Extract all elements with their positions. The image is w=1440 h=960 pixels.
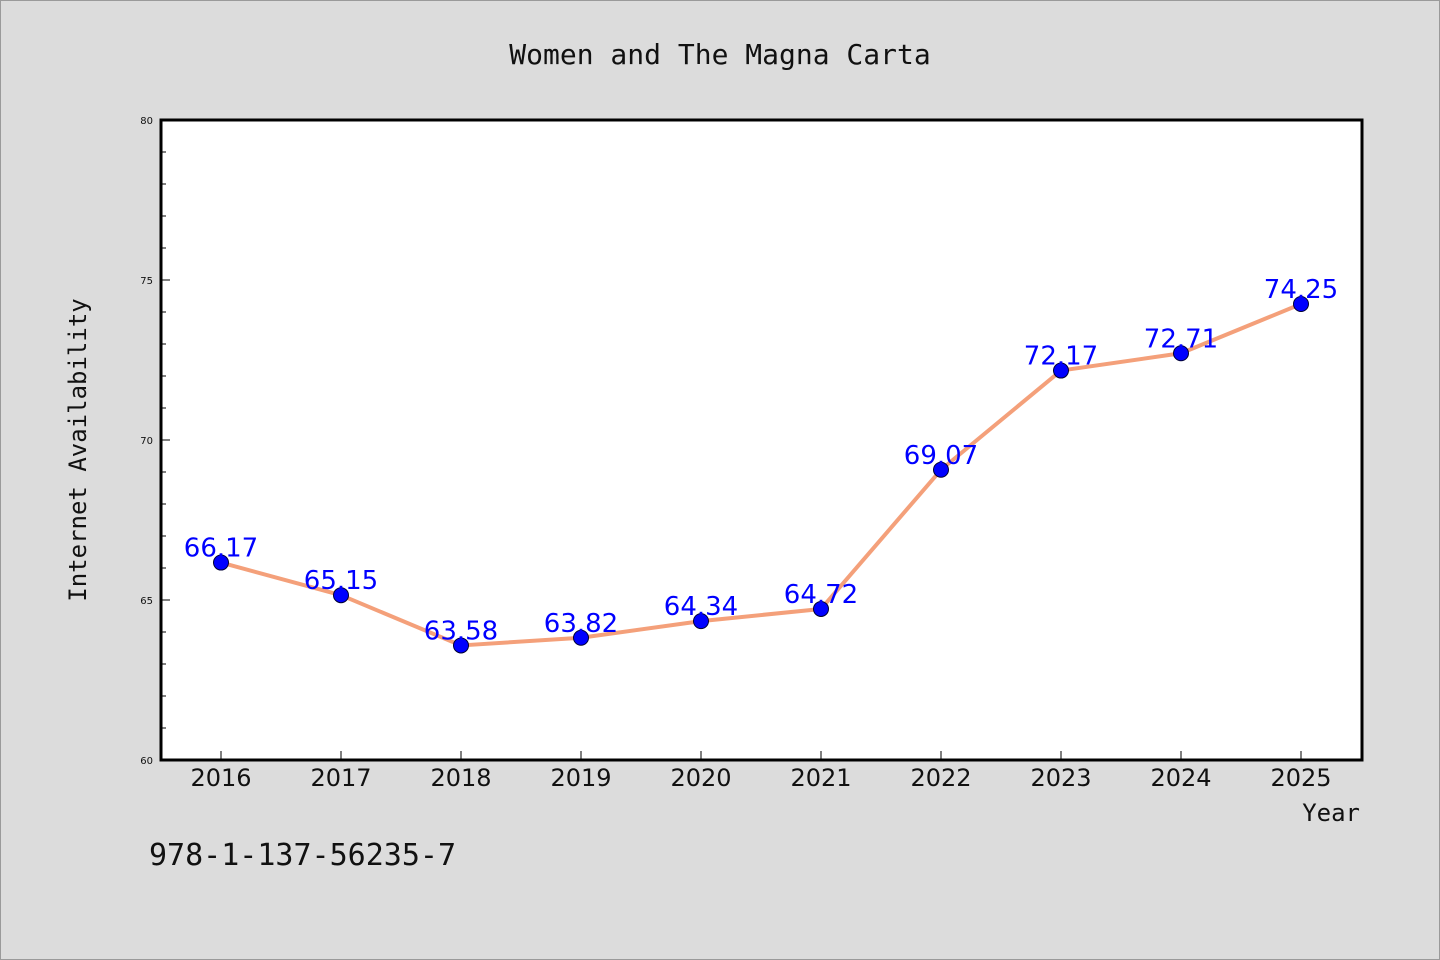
data-point <box>453 637 469 654</box>
data-point <box>1293 296 1309 312</box>
data-label: 63.82 <box>544 609 618 639</box>
data-label: 64.34 <box>664 592 738 622</box>
x-tick-label: 2018 <box>430 764 491 792</box>
data-label: 72.71 <box>1144 324 1218 354</box>
x-tick-label: 2020 <box>670 764 731 792</box>
data-point <box>1053 362 1069 379</box>
isbn-annotation: 978-1-137-56235-7 <box>149 838 456 873</box>
x-tick-label: 2022 <box>910 764 971 792</box>
data-point <box>813 600 829 617</box>
x-tick-label: 2025 <box>1270 764 1331 792</box>
data-point <box>333 587 349 604</box>
data-point <box>1173 345 1189 362</box>
x-axis-ticks: 2016 2017 2018 2019 2020 2021 2022 2023 2024 2025 <box>190 751 1332 792</box>
data-label: 74.25 <box>1264 275 1338 305</box>
data-label: 64.72 <box>784 580 858 610</box>
data-label: 66.17 <box>184 534 258 564</box>
data-series <box>213 296 1309 654</box>
data-label: 69.07 <box>904 441 978 471</box>
x-axis-label: Year <box>1302 799 1360 827</box>
data-point <box>573 629 589 646</box>
series-line <box>219 302 1303 648</box>
data-label: 65.15 <box>304 566 378 596</box>
y-tick-label: 80 <box>140 116 153 127</box>
x-tick-label: 2017 <box>310 764 371 792</box>
y-axis-label: Internet Availability <box>64 298 92 601</box>
x-tick-label: 2023 <box>1030 764 1091 792</box>
y-axis-ticks: 60 65 70 75 80 <box>140 116 170 767</box>
chart-title: Women and The Magna Carta <box>509 38 930 71</box>
plot-area <box>159 118 1364 762</box>
y-tick-label: 75 <box>140 276 153 287</box>
x-tick-label: 2024 <box>1150 764 1211 792</box>
x-tick-label: 2021 <box>790 764 851 792</box>
data-label: 72.17 <box>1024 342 1098 372</box>
data-labels: 66.17 65.15 63.58 63.82 64.34 64.72 69.07 72.17… <box>184 275 1338 646</box>
data-label: 63.58 <box>424 616 498 646</box>
y-tick-label: 70 <box>140 436 153 447</box>
y-tick-label: 60 <box>140 756 153 767</box>
data-point <box>693 613 709 630</box>
data-point <box>933 461 949 478</box>
x-tick-label: 2016 <box>190 764 251 792</box>
x-tick-label: 2019 <box>550 764 611 792</box>
data-point <box>213 554 229 571</box>
y-tick-label: 65 <box>140 596 153 607</box>
